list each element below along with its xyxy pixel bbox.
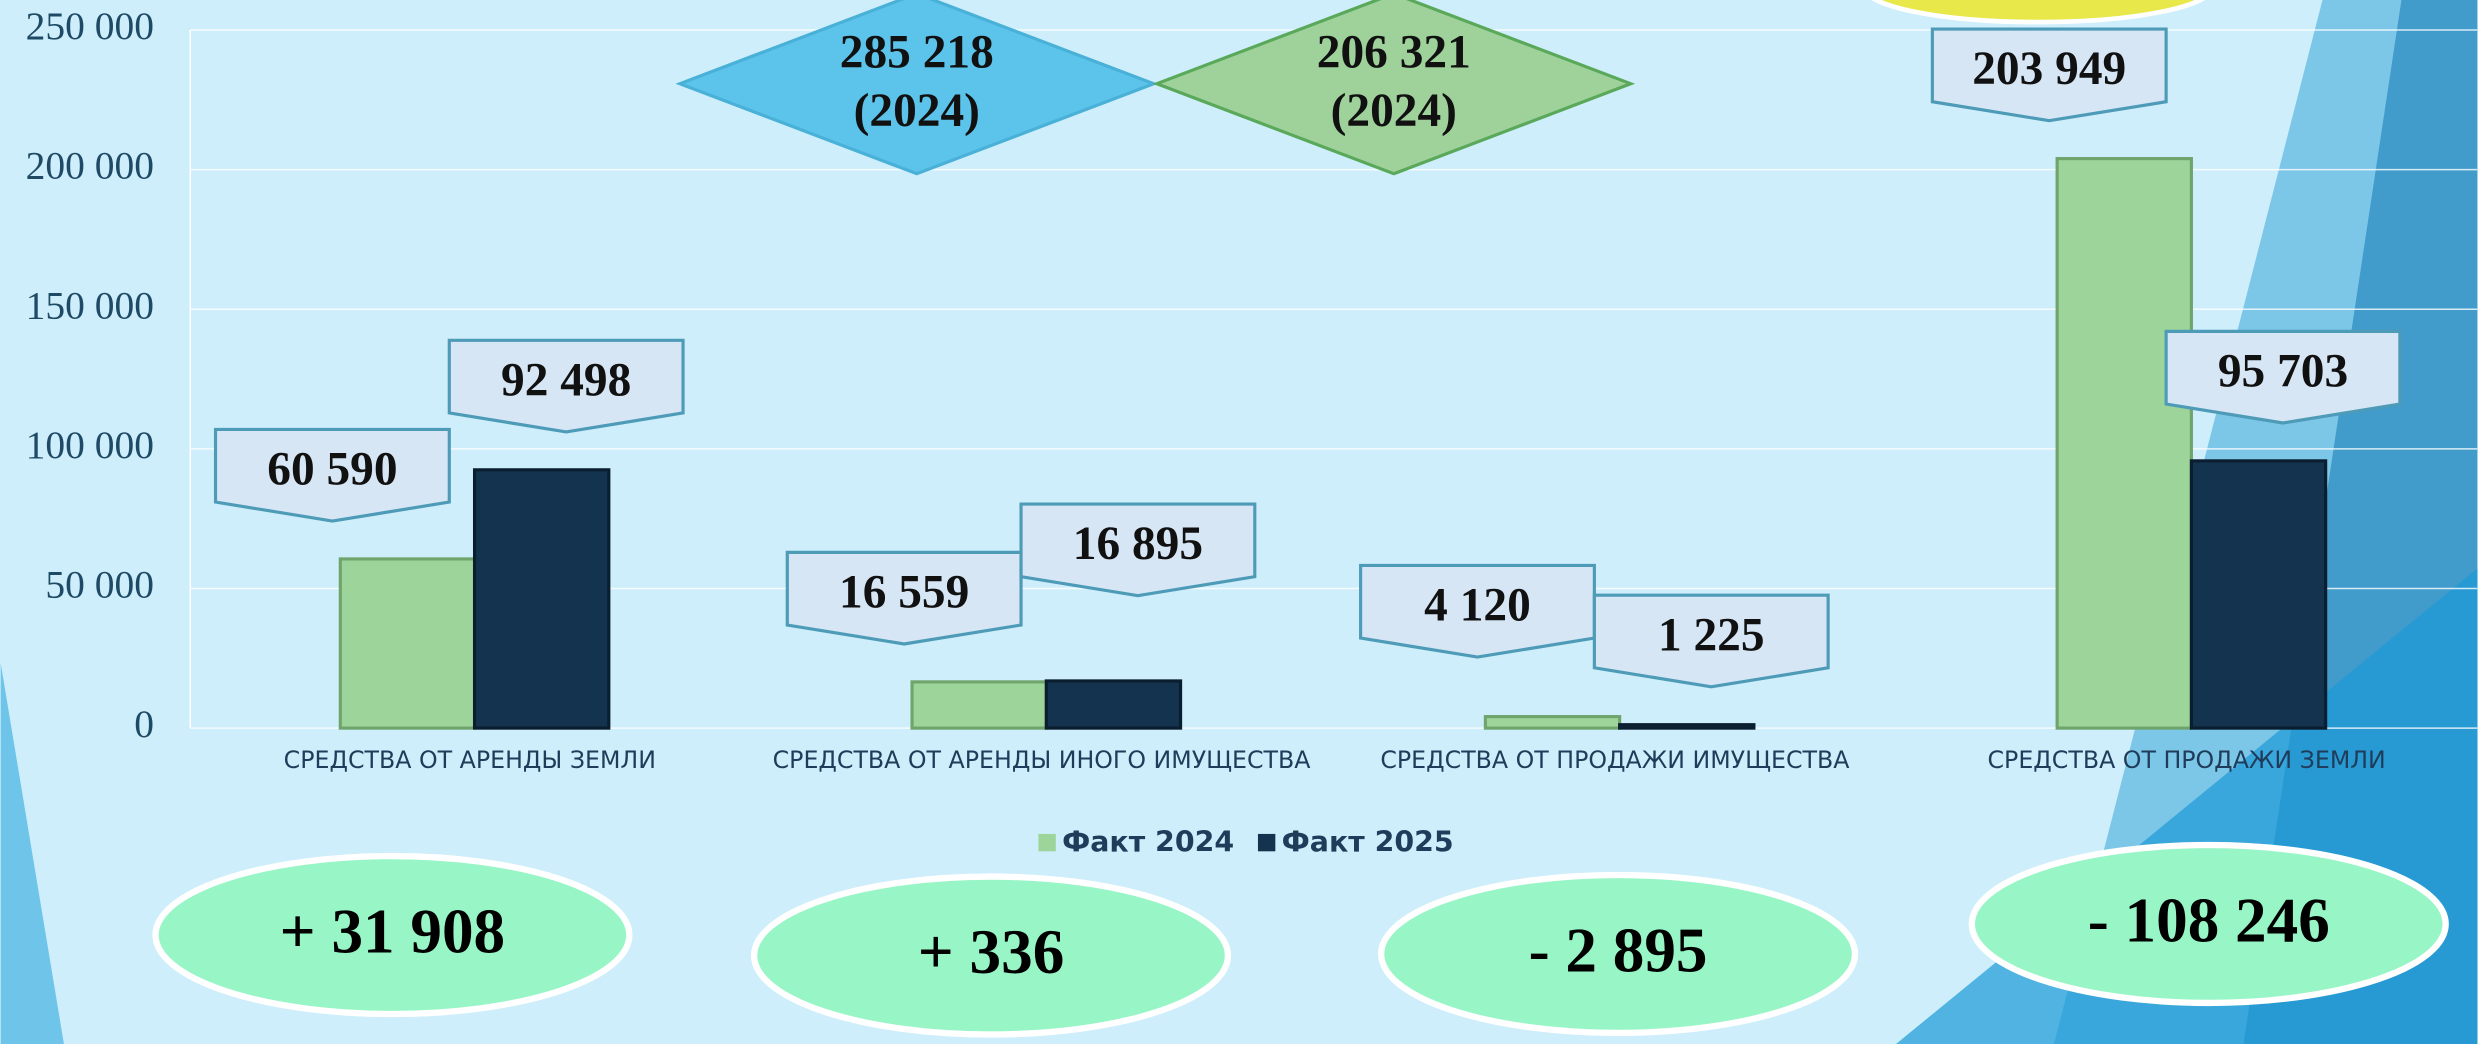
- callout-box: [1019, 502, 1257, 598]
- y-tick-label: 200 000: [26, 144, 154, 188]
- difference-label: - 108 246: [2088, 886, 2330, 956]
- decor: [1871, 0, 2205, 25]
- difference-oval: [152, 852, 633, 1018]
- difference-oval: [1377, 871, 1859, 1037]
- annotation: 285 218: [840, 27, 994, 79]
- difference-oval: [750, 873, 1232, 1038]
- annotation: (2024): [854, 85, 980, 137]
- legend-label: Факт 2025: [1282, 825, 1454, 858]
- x-tick-label: СРЕДСТВА ОТ ПРОДАЖИ ЗЕМЛИ: [1988, 746, 2386, 774]
- difference-label: - 2 895: [1529, 916, 1708, 986]
- annotation: 206 321: [1317, 27, 1471, 79]
- y-tick-label: 100 000: [26, 423, 154, 467]
- callout-box: [1359, 563, 1596, 659]
- y-tick-label: 150 000: [26, 283, 154, 327]
- callout-box: [1930, 27, 2168, 123]
- legend-swatch: [1038, 833, 1056, 852]
- annotation: (2024): [1331, 85, 1457, 137]
- value-label: 16 895: [1073, 518, 1203, 570]
- legend-label: Факт 2024: [1062, 825, 1234, 858]
- bar: [472, 468, 611, 730]
- bar: [910, 680, 1048, 730]
- legend-swatch: [1257, 833, 1276, 852]
- diamond: [1152, 0, 1636, 176]
- value-label: 95 703: [2218, 345, 2348, 397]
- bar: [338, 557, 477, 730]
- bar: [2189, 459, 2328, 730]
- callout-box: [2164, 329, 2402, 425]
- callout-box: [447, 338, 685, 434]
- difference-label: + 336: [918, 917, 1065, 987]
- bar: [1618, 723, 1756, 730]
- y-tick-label: 250 000: [26, 4, 154, 48]
- difference-oval: [1968, 841, 2449, 1007]
- value-label: 92 498: [501, 354, 631, 406]
- difference-label: + 31 908: [280, 897, 505, 967]
- value-label: 1 225: [1658, 609, 1765, 661]
- value-label: 16 559: [839, 566, 969, 618]
- x-tick-label: СРЕДСТВА ОТ АРЕНДЫ ИНОГО ИМУЩЕСТВА: [773, 746, 1311, 774]
- bar: [1044, 679, 1183, 730]
- y-tick-label: 0: [134, 702, 154, 746]
- bar: [2055, 157, 2193, 730]
- bar: [1483, 715, 1622, 730]
- callout-box: [1592, 593, 1830, 689]
- value-label: 4 120: [1424, 580, 1531, 632]
- decor: [0, 663, 64, 1044]
- value-label: 203 949: [1972, 43, 2126, 95]
- callout-box: [213, 427, 451, 523]
- callout-box: [785, 550, 1023, 646]
- y-tick-label: 50 000: [45, 563, 154, 607]
- x-tick-label: СРЕДСТВА ОТ АРЕНДЫ ЗЕМЛИ: [284, 746, 656, 774]
- x-tick-label: СРЕДСТВА ОТ ПРОДАЖИ ИМУЩЕСТВА: [1380, 746, 1849, 774]
- value-label: 60 590: [267, 444, 397, 496]
